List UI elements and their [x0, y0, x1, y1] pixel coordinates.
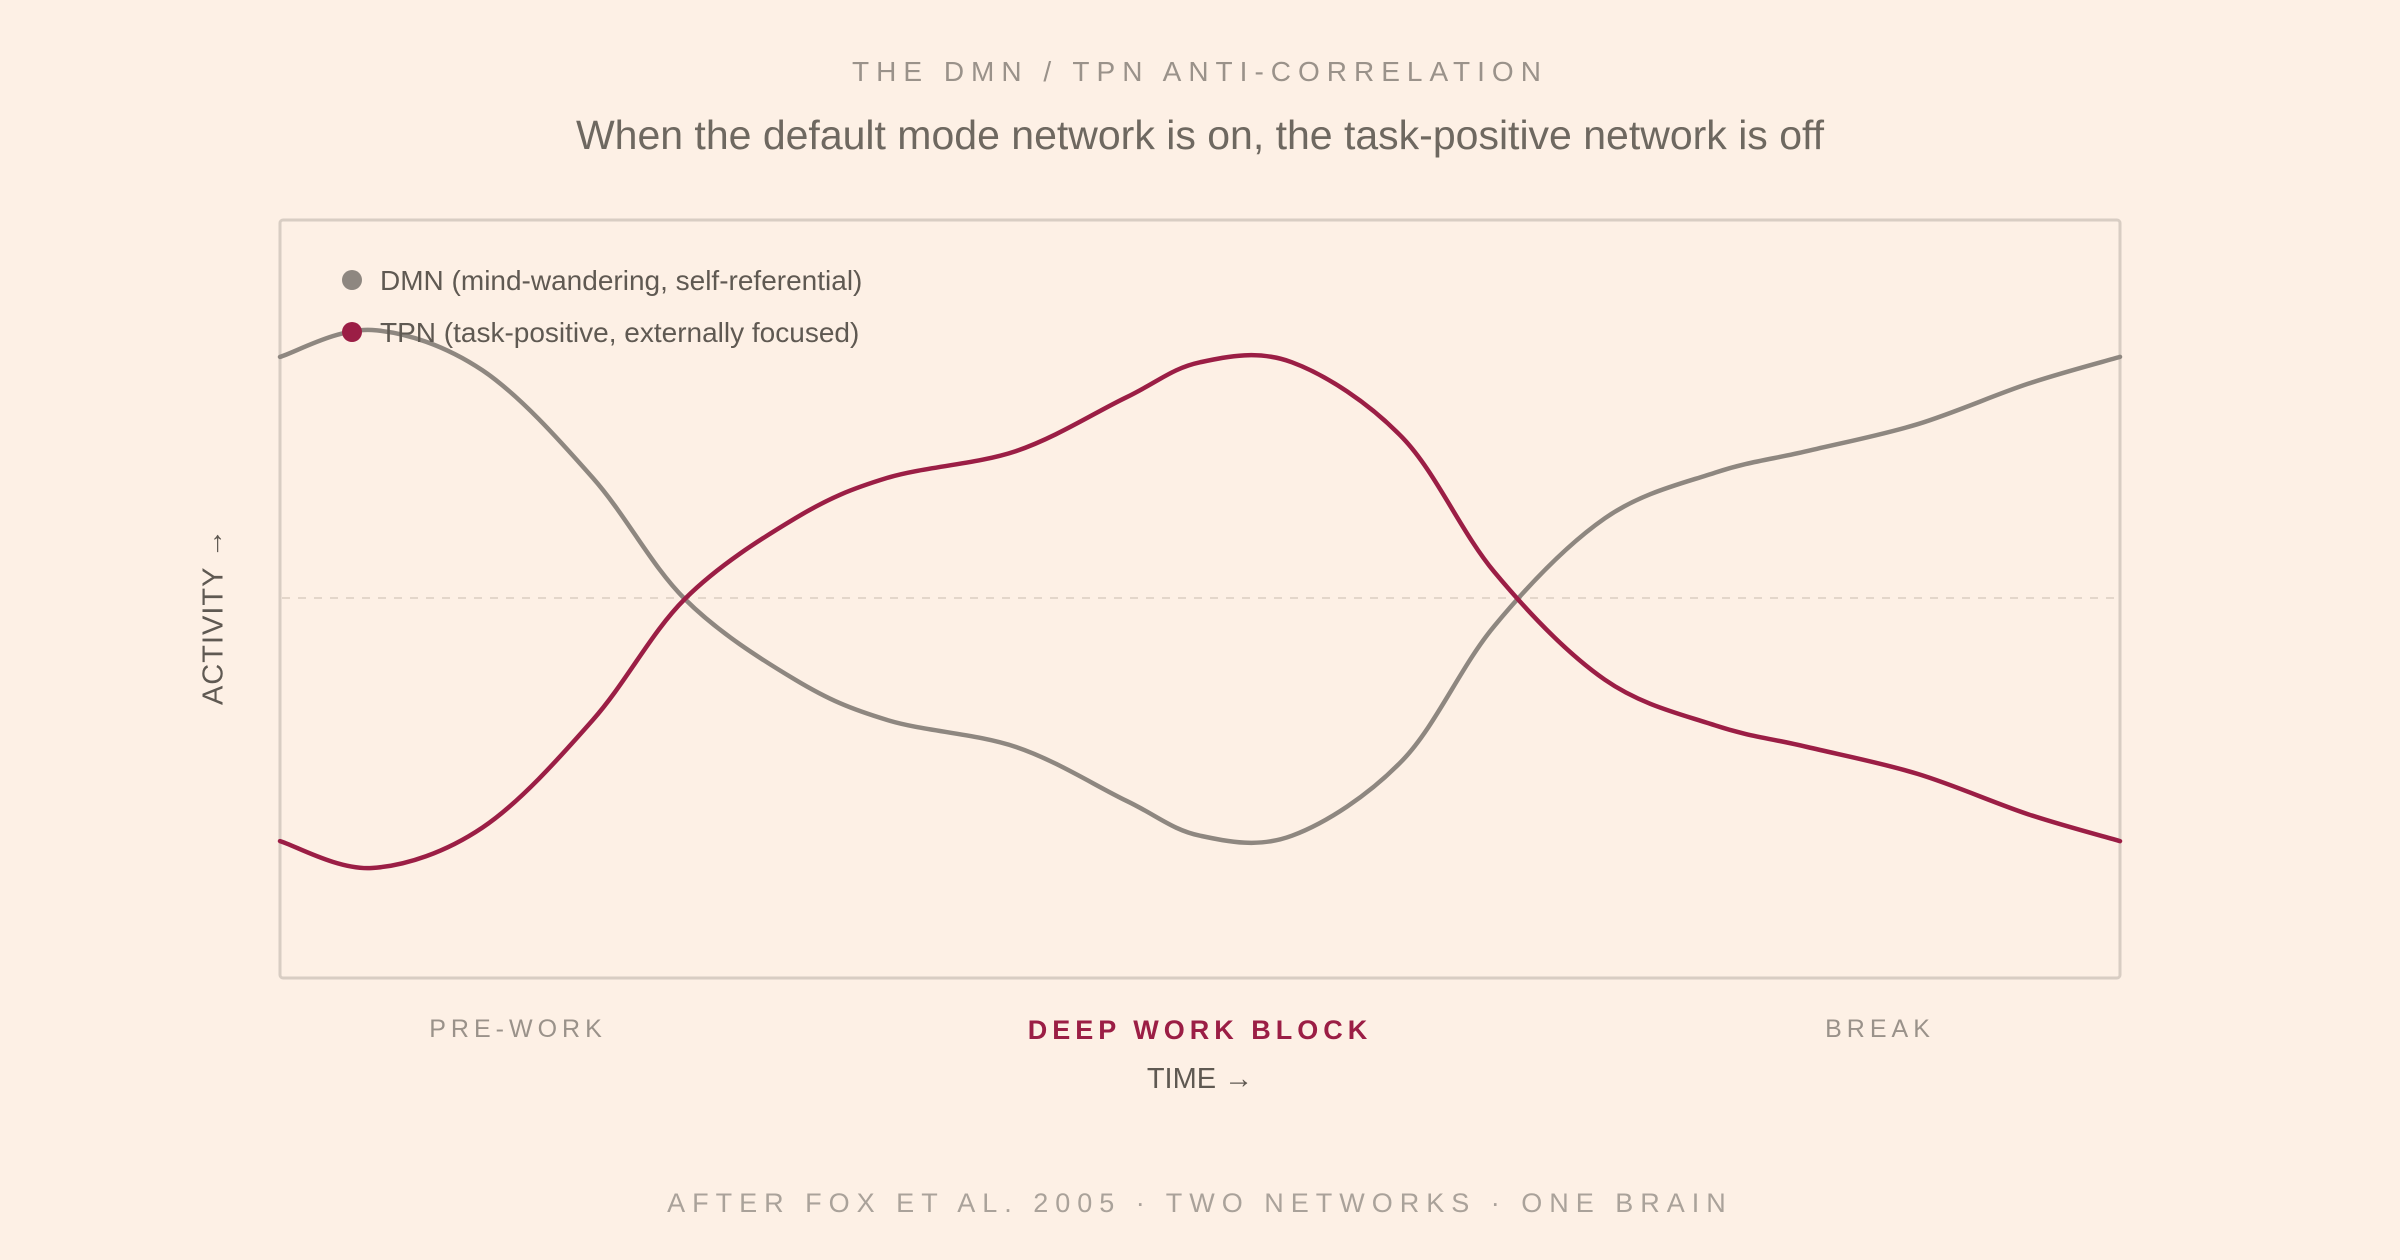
- chart-legend: DMN (mind-wandering, self-referential) TP…: [342, 265, 862, 348]
- legend-marker-tpn: [342, 322, 362, 342]
- series-line-tpn: [277, 352, 2123, 871]
- phase-label-deep-work-block: DEEP WORK BLOCK: [1027, 1015, 1373, 1045]
- x-axis-label: TIME →: [1146, 1063, 1254, 1095]
- y-axis-label: ACTIVITY →: [197, 527, 230, 706]
- phase-label-break: BREAK: [1825, 1015, 1935, 1043]
- chart-title: When the default mode network is on, the…: [575, 112, 1825, 158]
- chart-kicker: THE DMN / TPN ANTI-CORRELATION: [852, 56, 1548, 87]
- series-layer: [277, 327, 2123, 871]
- source-footer: AFTER FOX ET AL. 2005 · TWO NETWORKS · O…: [667, 1188, 1733, 1218]
- plot-frame: [278, 218, 2122, 980]
- phase-label-pre-work: PRE-WORK: [429, 1015, 607, 1043]
- legend-label-tpn: TPN (task-positive, externally focused): [380, 317, 859, 348]
- legend-marker-dmn: [342, 270, 362, 290]
- series-line-dmn: [277, 327, 2123, 846]
- legend-label-dmn: DMN (mind-wandering, self-referential): [380, 265, 862, 296]
